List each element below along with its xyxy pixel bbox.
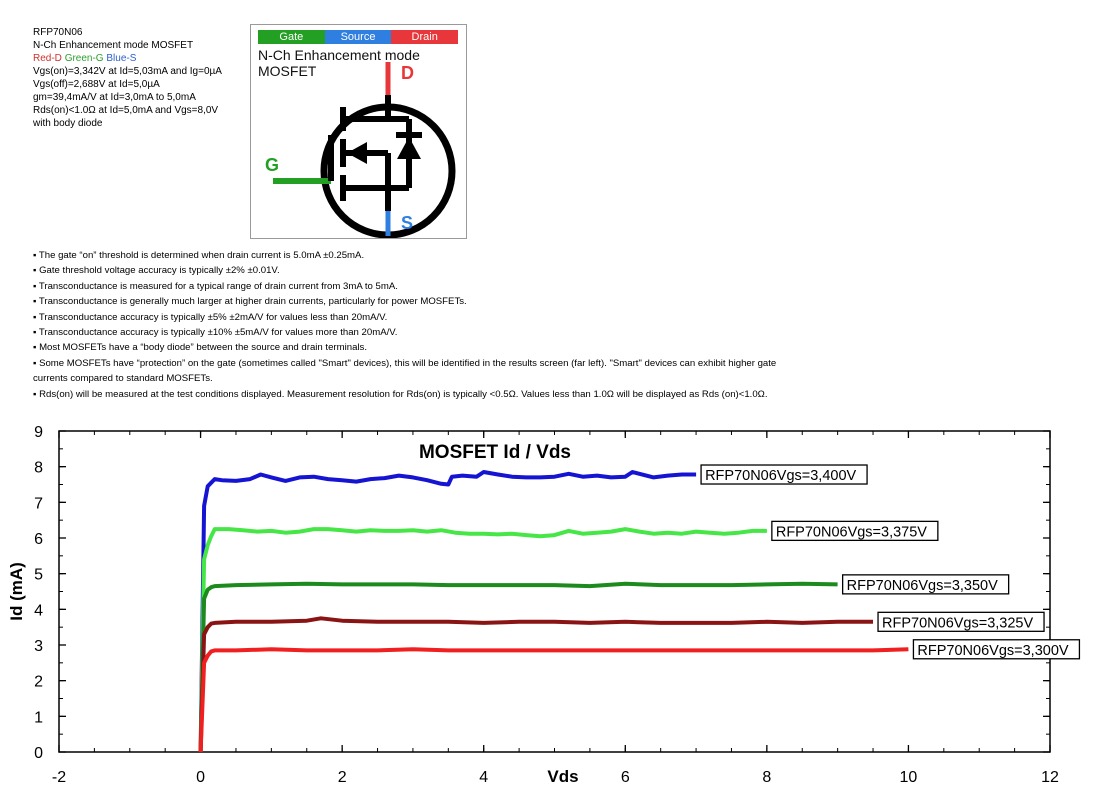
notes-list: ▪ The gate “on” threshold is determined …: [33, 248, 813, 402]
y-tick-label: 2: [34, 674, 43, 691]
series-label-box: [877, 611, 1045, 632]
series-label: RFP70N06Vgs=3,325V: [882, 615, 1033, 631]
note-item: ▪ Transconductance is generally much lar…: [33, 296, 467, 308]
pin-key-blue: Blue-S: [106, 53, 137, 64]
series-label-box: [700, 464, 868, 485]
y-tick-label: 7: [34, 495, 43, 512]
spec-gm: gm=39,4mA/V at Id=3,0mA to 5,0mA: [33, 92, 196, 103]
y-tick-label: 5: [34, 567, 43, 584]
mosfet-symbol-icon: [273, 62, 456, 238]
x-tick-label: -2: [52, 769, 66, 786]
x-tick-label: 2: [338, 769, 347, 786]
device-type: N-Ch Enhancement mode MOSFET: [33, 40, 194, 51]
pin-key: Red-D Green-G Blue-S: [33, 52, 222, 65]
spec-rds-on: Rds(on)<1.0Ω at Id=5,0mA and Vgs=8,0V: [33, 105, 219, 116]
note-item: ▪ The gate “on” threshold is determined …: [33, 250, 365, 261]
source-tab: Source: [324, 30, 392, 44]
note-item: ▪ Transconductance accuracy is typically…: [33, 311, 388, 323]
drain-letter: D: [401, 63, 414, 83]
note-item: ▪ Rds(on) will be measured at the test c…: [33, 388, 768, 400]
series-label: RFP70N06Vgs=3,300V: [917, 643, 1068, 659]
gate-tab: Gate: [258, 30, 325, 44]
x-tick-label: 6: [621, 769, 630, 786]
source-letter: S: [401, 213, 414, 233]
note-item: ▪ Most MOSFETs have a “body diode” betwe…: [33, 342, 368, 354]
spec-vgs-off: Vgs(off)=2,688V at Id=5,0µA: [33, 79, 160, 90]
drain-tab: Drain: [391, 30, 459, 44]
x-axis-label: Vds: [547, 767, 578, 786]
y-axis-label: Id (mA): [7, 562, 26, 621]
series-line-1: [198, 527, 767, 753]
mosfet-symbol-panel: Gate Source Drain N-Ch Enhancement mode …: [250, 24, 467, 239]
note-item: ▪ Some MOSFETs have “protection” on the …: [33, 357, 777, 385]
y-tick-label: 9: [34, 424, 43, 441]
note-item: ▪ Transconductance is measured for a typ…: [33, 280, 398, 292]
note-item: ▪ Transconductance accuracy is typically…: [33, 327, 398, 339]
pin-key-red: Red-D: [33, 53, 62, 64]
spec-body-diode: with body diode: [33, 118, 103, 129]
series-line-2: [198, 581, 838, 753]
part-number: RFP70N06: [33, 27, 83, 38]
spec-vgs-on: Vgs(on)=3,342V at Id=5,03mA and Ig=0µA: [33, 66, 222, 77]
symbol-title-line1: N-Ch Enhancement mode: [258, 47, 420, 63]
series-label-box: [912, 639, 1081, 660]
gate-letter: G: [265, 155, 280, 175]
chart-title: MOSFET Id / Vds: [419, 442, 571, 463]
series-line-0: [198, 470, 697, 753]
series-label: RFP70N06Vgs=3,400V: [705, 468, 856, 484]
y-tick-label: 0: [34, 745, 43, 762]
series-label-box: [771, 520, 939, 542]
y-tick-label: 8: [34, 460, 43, 477]
series-label: RFP70N06Vgs=3,375V: [776, 524, 927, 540]
x-tick-label: 10: [900, 769, 918, 786]
x-tick-label: 0: [196, 769, 205, 786]
pin-color-legend: Gate Source Drain: [258, 30, 459, 44]
y-tick-label: 3: [34, 638, 43, 655]
series-line-3: [198, 616, 873, 753]
x-tick-label: 12: [1041, 769, 1059, 786]
symbol-title: N-Ch Enhancement mode MOSFET: [258, 47, 420, 79]
series-line-4: [198, 647, 909, 753]
pin-key-green: Green-G: [64, 53, 104, 64]
device-info: RFP70N06 N-Ch Enhancement mode MOSFET Re…: [33, 26, 222, 130]
y-tick-label: 4: [34, 602, 43, 619]
note-item: ▪ Gate threshold voltage accuracy is typ…: [33, 265, 280, 277]
symbol-title-line2: MOSFET: [258, 63, 317, 79]
x-tick-label: 4: [479, 769, 488, 786]
y-tick-label: 6: [34, 531, 43, 548]
y-tick-label: 1: [34, 709, 43, 726]
series-label-box: [841, 574, 1010, 595]
series-label: RFP70N06Vgs=3,350V: [847, 578, 998, 594]
x-tick-label: 8: [762, 769, 771, 786]
